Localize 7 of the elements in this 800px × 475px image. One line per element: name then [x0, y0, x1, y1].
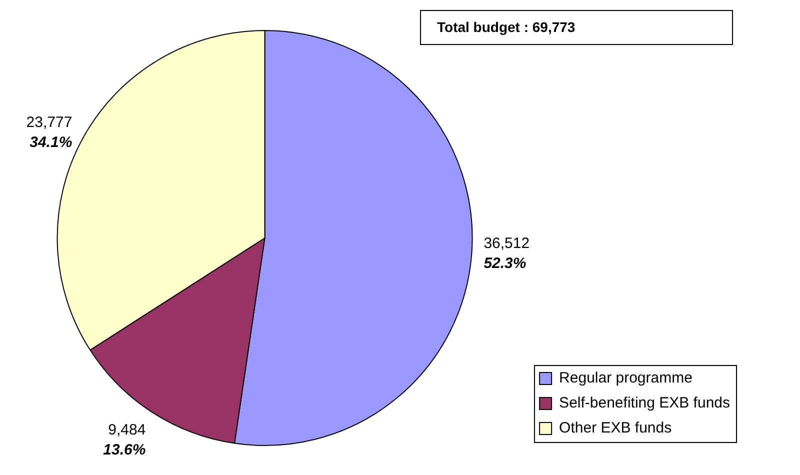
- legend-label: Regular programme: [559, 370, 692, 387]
- legend-label: Other EXB funds: [559, 420, 672, 437]
- data-label: 9,484 13.6%: [103, 422, 146, 459]
- chart-title: Total budget : 69,773: [420, 10, 733, 45]
- data-label: 36,512 52.3%: [484, 235, 530, 272]
- legend-label: Self-benefiting EXB funds: [559, 394, 730, 412]
- data-label: 23,777 34.1%: [26, 114, 72, 151]
